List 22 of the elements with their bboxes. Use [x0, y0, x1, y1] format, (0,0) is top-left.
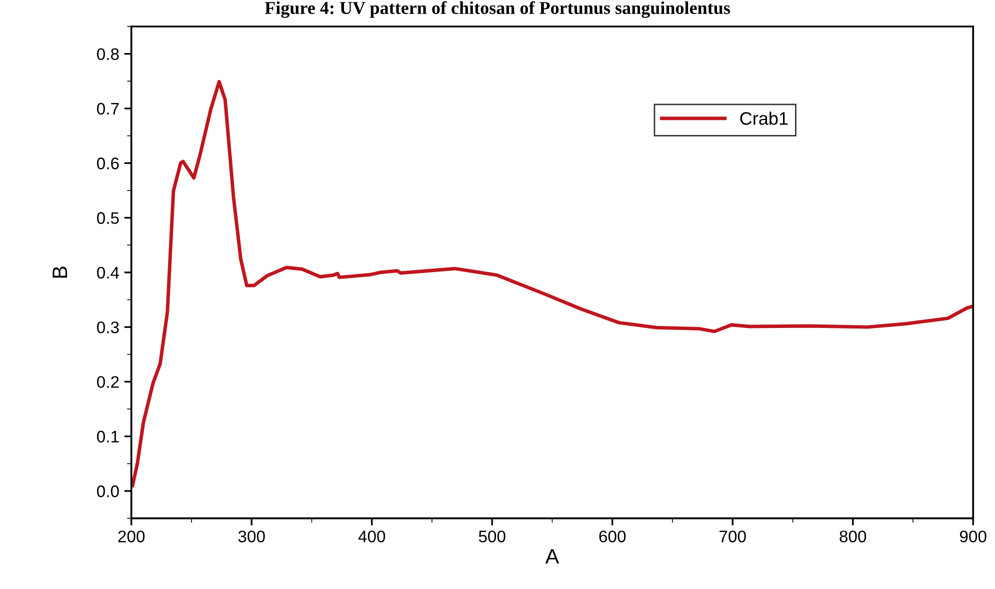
- y-tick-label: 0.3: [97, 321, 119, 334]
- y-tick-label: 0.1: [97, 430, 119, 443]
- x-tick-label: 500: [478, 530, 506, 542]
- y-tick-label: 0.8: [97, 48, 119, 60]
- legend-label: Crab1: [740, 112, 788, 125]
- chart-title: Figure 4: UV pattern of chitosan of Portunus sanguinolentus: [264, 1, 730, 18]
- x-tick-label: 400: [358, 530, 386, 542]
- y-tick-label: 0.5: [97, 212, 119, 224]
- y-tick-label: 0.6: [97, 158, 119, 170]
- y-tick-label: 0.4: [97, 266, 120, 279]
- y-tick-label: 0.0: [97, 485, 119, 498]
- y-axis-title: B: [52, 266, 68, 278]
- x-tick-label: 300: [238, 530, 265, 542]
- x-tick-label: 800: [840, 530, 866, 542]
- x-tick-label: 600: [599, 530, 626, 542]
- line-series: [131, 80, 974, 488]
- y-tick-label: 0.2: [97, 376, 119, 388]
- x-axis-title: A: [545, 549, 560, 564]
- x-tick-label: 900: [960, 530, 986, 542]
- x-tick-label: 200: [118, 530, 145, 542]
- x-tick-label: 700: [720, 530, 746, 542]
- y-tick-label: 0.7: [97, 102, 119, 115]
